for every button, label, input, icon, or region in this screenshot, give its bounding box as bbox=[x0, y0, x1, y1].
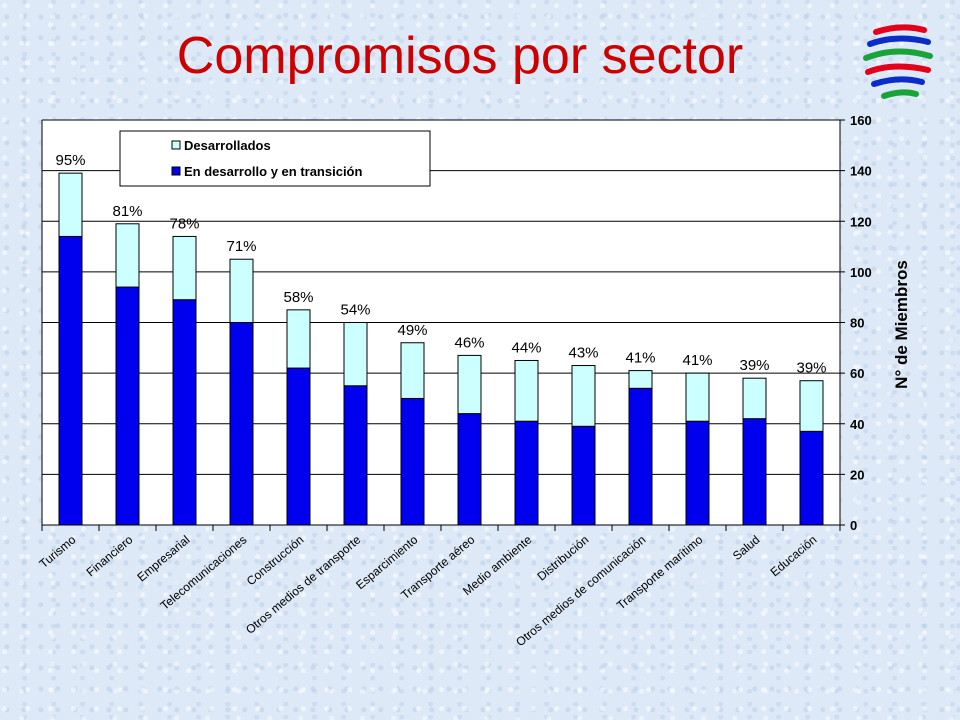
bar-segment bbox=[343, 385, 368, 526]
percent-label: 54% bbox=[340, 302, 370, 319]
slide-title: Compromisos por sector bbox=[176, 27, 744, 85]
bar-segment bbox=[172, 235, 197, 301]
bar-segment bbox=[457, 413, 482, 526]
bar-segment bbox=[571, 425, 596, 526]
bar-segment bbox=[628, 370, 653, 389]
bar-segment bbox=[286, 309, 311, 369]
percent-label: 41% bbox=[682, 352, 712, 369]
bar-segment bbox=[571, 365, 596, 427]
bar-segment bbox=[115, 223, 140, 288]
percent-label: 58% bbox=[283, 289, 313, 306]
bar-segment bbox=[799, 430, 824, 526]
y-tick-label: 0 bbox=[850, 518, 857, 533]
percent-label: 41% bbox=[625, 350, 655, 367]
y-tick-label: 120 bbox=[850, 214, 872, 229]
bar-segment bbox=[514, 359, 539, 422]
y-tick-label: 40 bbox=[850, 417, 864, 432]
bar-segment bbox=[799, 380, 824, 432]
y-tick-label: 60 bbox=[850, 366, 864, 381]
bar-segment bbox=[58, 235, 83, 526]
bar-segment bbox=[685, 372, 710, 422]
legend-label: En desarrollo y en transición bbox=[184, 164, 362, 179]
percent-label: 39% bbox=[796, 360, 826, 377]
bar-segment bbox=[685, 420, 710, 526]
category-label: Distribución bbox=[534, 533, 591, 584]
bar-segment bbox=[172, 299, 197, 526]
bar-segment bbox=[58, 172, 83, 237]
legend-swatch bbox=[171, 166, 181, 176]
bar-segment bbox=[229, 322, 254, 526]
data-labels: 95% 81% 78% 71% 58% 54% 49% 46% 44% 43% 41% 41% 39% 3… bbox=[55, 152, 826, 377]
y-tick-label: 80 bbox=[850, 316, 864, 331]
y-tick-label: 140 bbox=[850, 164, 872, 179]
percent-label: 46% bbox=[454, 334, 484, 351]
category-label: Financiero bbox=[84, 532, 136, 579]
bar-segment bbox=[286, 367, 311, 526]
percent-label: 78% bbox=[169, 215, 199, 232]
y-tick-label: 100 bbox=[850, 265, 872, 280]
category-label: Otros medios de transporte bbox=[243, 532, 364, 636]
bar-segment bbox=[457, 354, 482, 415]
bar-segment bbox=[115, 286, 140, 526]
category-label: Turismo bbox=[37, 532, 79, 571]
bar-segment bbox=[742, 418, 767, 526]
legend: Desarrollados En desarrollo y en transici… bbox=[119, 130, 431, 187]
percent-label: 39% bbox=[739, 357, 769, 374]
bar-segment bbox=[742, 377, 767, 420]
percent-label: 43% bbox=[568, 345, 598, 362]
y-axis-title: N° de Miembros bbox=[892, 260, 911, 389]
legend-box bbox=[119, 130, 431, 187]
bars bbox=[58, 172, 824, 526]
category-label: Empresarial bbox=[134, 533, 192, 585]
bar-segment bbox=[514, 420, 539, 526]
percent-label: 49% bbox=[397, 322, 427, 339]
bar-segment bbox=[628, 387, 653, 526]
category-label: Salud bbox=[730, 533, 763, 563]
bar-segment bbox=[400, 342, 425, 399]
bar-segment bbox=[400, 397, 425, 526]
bar-segment bbox=[229, 258, 254, 323]
percent-label: 71% bbox=[226, 238, 256, 255]
percent-label: 81% bbox=[112, 203, 142, 220]
bar-segment bbox=[343, 322, 368, 387]
wto-logo-icon bbox=[863, 24, 933, 99]
percent-label: 44% bbox=[511, 339, 541, 356]
legend-label: Desarrollados bbox=[184, 138, 271, 153]
percent-label: 95% bbox=[55, 152, 85, 169]
y-tick-label: 160 bbox=[850, 113, 872, 128]
legend-swatch bbox=[171, 140, 181, 150]
y-tick-label: 20 bbox=[850, 467, 864, 482]
category-label: Educación bbox=[767, 533, 819, 580]
